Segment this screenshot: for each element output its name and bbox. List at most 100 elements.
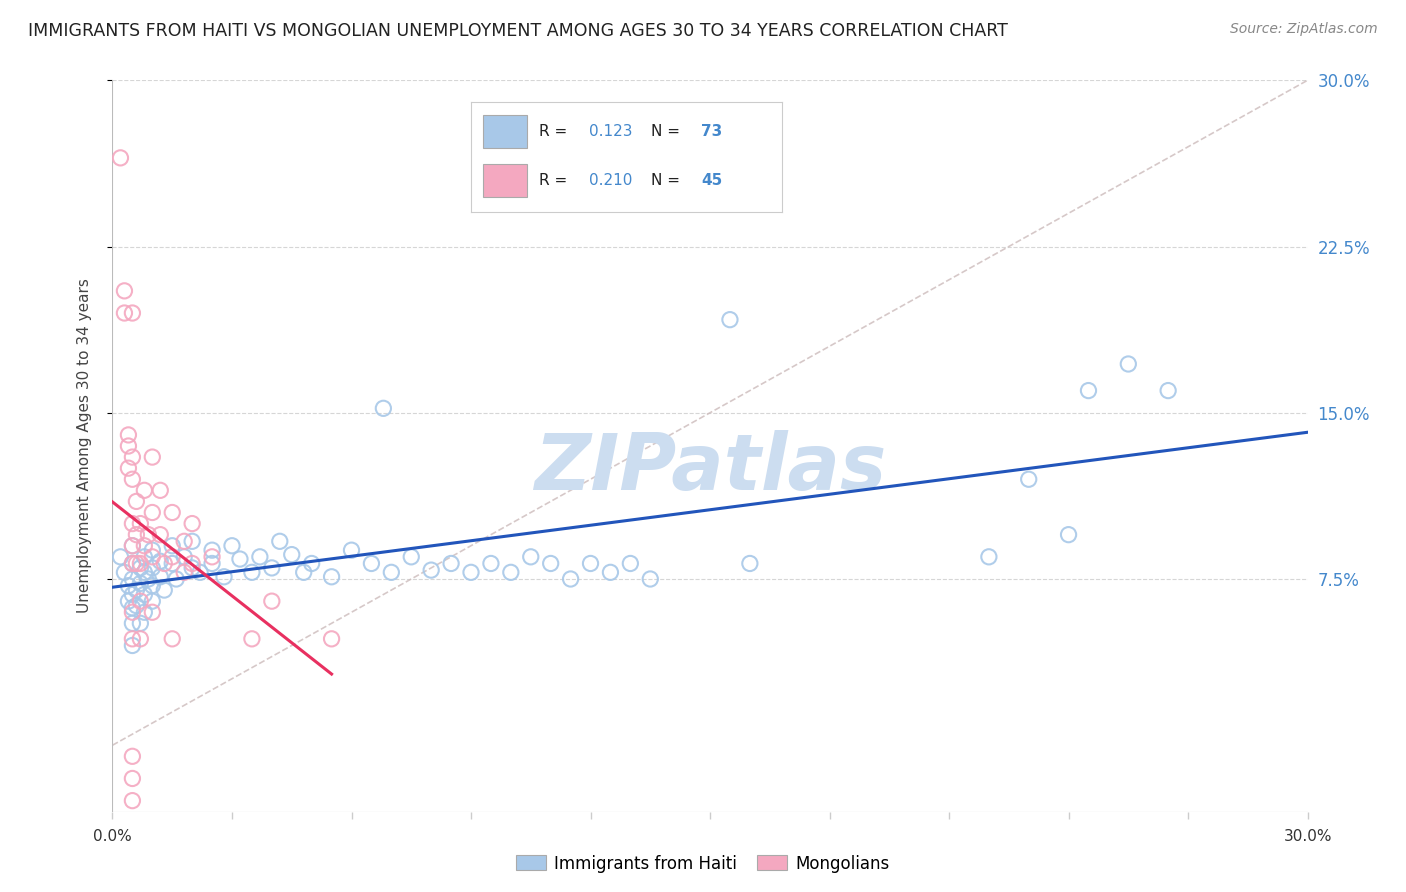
Point <box>1057 527 1080 541</box>
Point <box>121 539 143 553</box>
Point <box>1118 357 1140 371</box>
Point <box>138 527 160 541</box>
Point <box>125 527 148 541</box>
Text: ZIPatlas: ZIPatlas <box>534 430 886 506</box>
Point <box>321 570 343 584</box>
Point <box>149 554 172 568</box>
Point <box>321 632 343 646</box>
Point <box>125 583 148 598</box>
Point <box>292 566 315 580</box>
Point <box>162 506 183 520</box>
Point <box>153 557 176 571</box>
Point <box>138 572 160 586</box>
Point <box>141 543 163 558</box>
Point <box>117 428 139 442</box>
Legend: Immigrants from Haiti, Mongolians: Immigrants from Haiti, Mongolians <box>509 848 897 880</box>
Point <box>114 284 135 298</box>
Point <box>1157 384 1180 398</box>
Point <box>1077 384 1099 398</box>
Point <box>149 570 172 584</box>
Point <box>149 483 172 498</box>
Point <box>129 616 152 631</box>
Point <box>121 306 143 320</box>
Point <box>162 539 183 553</box>
Point <box>181 534 204 549</box>
Point <box>640 572 662 586</box>
Point <box>1018 472 1040 486</box>
Point <box>121 557 143 571</box>
Text: 30.0%: 30.0% <box>1284 830 1331 845</box>
Point <box>141 506 163 520</box>
Point <box>173 549 195 564</box>
Point <box>134 587 156 601</box>
Point <box>301 557 323 571</box>
Point <box>110 151 132 165</box>
Point <box>125 557 148 571</box>
Point <box>240 566 263 580</box>
Point <box>121 516 143 531</box>
Point <box>229 552 252 566</box>
Text: Source: ZipAtlas.com: Source: ZipAtlas.com <box>1230 22 1378 37</box>
Point <box>121 600 143 615</box>
Point <box>121 539 143 553</box>
Point <box>260 594 283 608</box>
Point <box>129 557 152 571</box>
Point <box>121 557 143 571</box>
Point <box>141 549 163 564</box>
Point <box>134 605 156 619</box>
Point <box>188 566 211 580</box>
Point <box>121 605 143 619</box>
Point <box>460 566 482 580</box>
Point <box>162 632 183 646</box>
Point <box>201 549 224 564</box>
Point <box>121 632 143 646</box>
Point <box>718 312 741 326</box>
Point <box>117 579 139 593</box>
Point <box>440 557 463 571</box>
Point <box>134 566 156 580</box>
Point <box>129 561 152 575</box>
Point <box>619 557 641 571</box>
Point <box>340 543 363 558</box>
Point <box>121 794 143 808</box>
Point <box>977 549 1000 564</box>
Point <box>269 534 291 549</box>
Point <box>141 605 163 619</box>
Point <box>149 527 172 541</box>
Point <box>520 549 543 564</box>
Point <box>249 549 271 564</box>
Point <box>240 632 263 646</box>
Point <box>129 632 152 646</box>
Point <box>221 539 243 553</box>
Point <box>201 543 224 558</box>
Point <box>479 557 502 571</box>
Point <box>121 772 143 786</box>
Point <box>360 557 382 571</box>
Point <box>165 572 187 586</box>
Point <box>117 594 139 608</box>
Point <box>499 566 522 580</box>
Point <box>125 599 148 613</box>
Point <box>121 639 143 653</box>
Point <box>129 516 152 531</box>
Point <box>181 557 204 571</box>
Point <box>173 566 195 580</box>
Point <box>373 401 395 416</box>
Point <box>129 594 152 608</box>
Point <box>173 534 195 549</box>
Point <box>121 472 143 486</box>
Point <box>141 579 163 593</box>
Point <box>110 549 132 564</box>
Point <box>121 450 143 464</box>
Point <box>162 557 183 571</box>
Point <box>401 549 423 564</box>
Point <box>125 494 148 508</box>
Point <box>141 594 163 608</box>
Point <box>134 549 156 564</box>
Point <box>181 516 204 531</box>
Point <box>201 557 224 571</box>
Point <box>121 616 143 631</box>
Point <box>141 561 163 575</box>
Point <box>281 548 304 562</box>
Point <box>420 563 443 577</box>
